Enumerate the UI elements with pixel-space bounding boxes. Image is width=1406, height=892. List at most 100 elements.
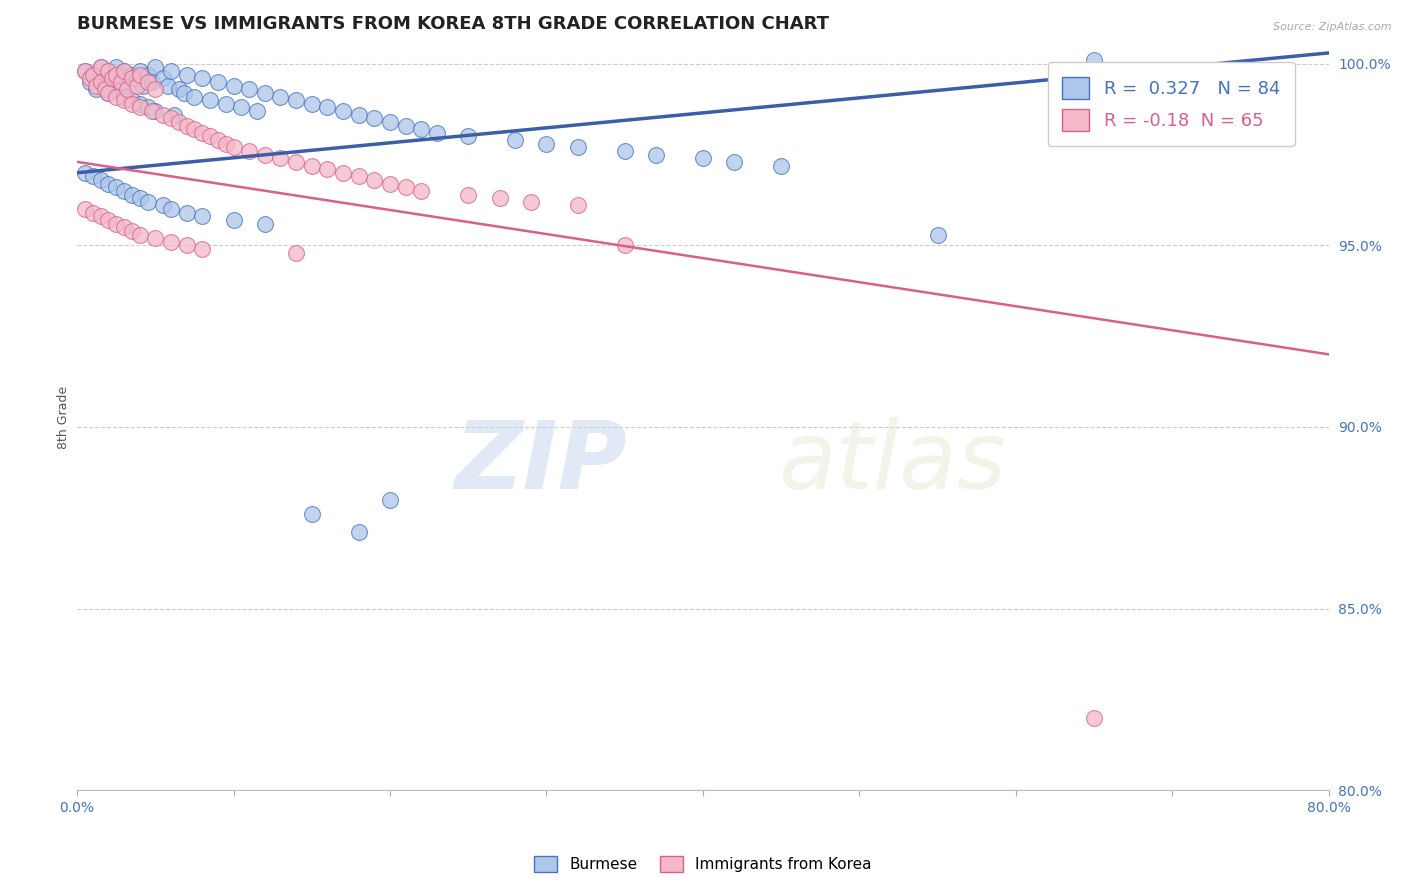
Point xyxy=(121,187,143,202)
Point xyxy=(645,147,668,161)
Point xyxy=(488,191,510,205)
Point xyxy=(112,220,135,235)
Point xyxy=(82,205,104,219)
Point xyxy=(183,89,205,103)
Point xyxy=(613,144,636,158)
Point xyxy=(79,75,101,89)
Point xyxy=(105,61,128,75)
Point xyxy=(73,64,96,78)
Point xyxy=(176,68,198,82)
Point xyxy=(207,133,229,147)
Point xyxy=(97,213,120,227)
Point xyxy=(347,525,370,540)
Point xyxy=(115,75,138,89)
Point xyxy=(94,78,117,93)
Point xyxy=(160,235,183,249)
Point xyxy=(105,82,128,96)
Point xyxy=(90,71,112,86)
Point xyxy=(246,103,269,118)
Point xyxy=(112,89,135,103)
Point xyxy=(136,75,159,89)
Point xyxy=(128,227,150,242)
Point xyxy=(152,198,174,212)
Point xyxy=(395,180,418,194)
Point xyxy=(253,217,276,231)
Point xyxy=(198,93,221,107)
Point xyxy=(692,151,714,165)
Point xyxy=(136,194,159,209)
Point xyxy=(191,71,214,86)
Point xyxy=(332,166,354,180)
Point xyxy=(128,96,150,111)
Point xyxy=(128,68,150,82)
Point xyxy=(128,191,150,205)
Point xyxy=(136,68,159,82)
Point xyxy=(121,68,143,82)
Point xyxy=(207,75,229,89)
Point xyxy=(301,159,323,173)
Point xyxy=(143,103,166,118)
Point xyxy=(112,64,135,78)
Point xyxy=(143,231,166,245)
Point xyxy=(191,210,214,224)
Point xyxy=(1083,53,1105,67)
Point xyxy=(253,86,276,100)
Point xyxy=(97,64,120,78)
Point xyxy=(97,86,120,100)
Point xyxy=(176,238,198,252)
Point xyxy=(567,198,589,212)
Text: BURMESE VS IMMIGRANTS FROM KOREA 8TH GRADE CORRELATION CHART: BURMESE VS IMMIGRANTS FROM KOREA 8TH GRA… xyxy=(77,15,830,33)
Point xyxy=(97,177,120,191)
Point xyxy=(198,129,221,144)
Point xyxy=(94,82,117,96)
Point xyxy=(411,122,433,136)
Point xyxy=(100,71,122,86)
Point xyxy=(270,151,292,165)
Point xyxy=(301,96,323,111)
Point xyxy=(176,119,198,133)
Point xyxy=(84,82,107,96)
Point xyxy=(160,202,183,216)
Point xyxy=(112,184,135,198)
Point xyxy=(79,71,101,86)
Point xyxy=(536,136,558,151)
Point xyxy=(426,126,449,140)
Point xyxy=(73,166,96,180)
Point xyxy=(723,154,745,169)
Point xyxy=(143,82,166,96)
Legend: Burmese, Immigrants from Korea: Burmese, Immigrants from Korea xyxy=(526,848,880,880)
Point xyxy=(457,187,479,202)
Legend: R =  0.327   N = 84, R = -0.18  N = 65: R = 0.327 N = 84, R = -0.18 N = 65 xyxy=(1047,62,1295,146)
Point xyxy=(90,173,112,187)
Point xyxy=(73,64,96,78)
Point xyxy=(316,162,339,177)
Point xyxy=(97,86,120,100)
Point xyxy=(253,147,276,161)
Point xyxy=(457,129,479,144)
Point xyxy=(222,140,245,154)
Point xyxy=(82,68,104,82)
Point xyxy=(301,507,323,521)
Point xyxy=(927,227,949,242)
Point xyxy=(215,96,238,111)
Point xyxy=(191,126,214,140)
Point xyxy=(363,112,385,126)
Point xyxy=(121,224,143,238)
Point xyxy=(110,75,132,89)
Point xyxy=(125,71,148,86)
Point xyxy=(112,93,135,107)
Point xyxy=(82,68,104,82)
Point xyxy=(121,93,143,107)
Point xyxy=(332,103,354,118)
Point xyxy=(128,64,150,78)
Point xyxy=(141,75,163,89)
Point xyxy=(285,245,308,260)
Point xyxy=(285,93,308,107)
Text: atlas: atlas xyxy=(778,417,1007,508)
Point xyxy=(567,140,589,154)
Point xyxy=(167,82,190,96)
Point xyxy=(378,115,401,129)
Point xyxy=(110,68,132,82)
Point xyxy=(115,82,138,96)
Point xyxy=(503,133,526,147)
